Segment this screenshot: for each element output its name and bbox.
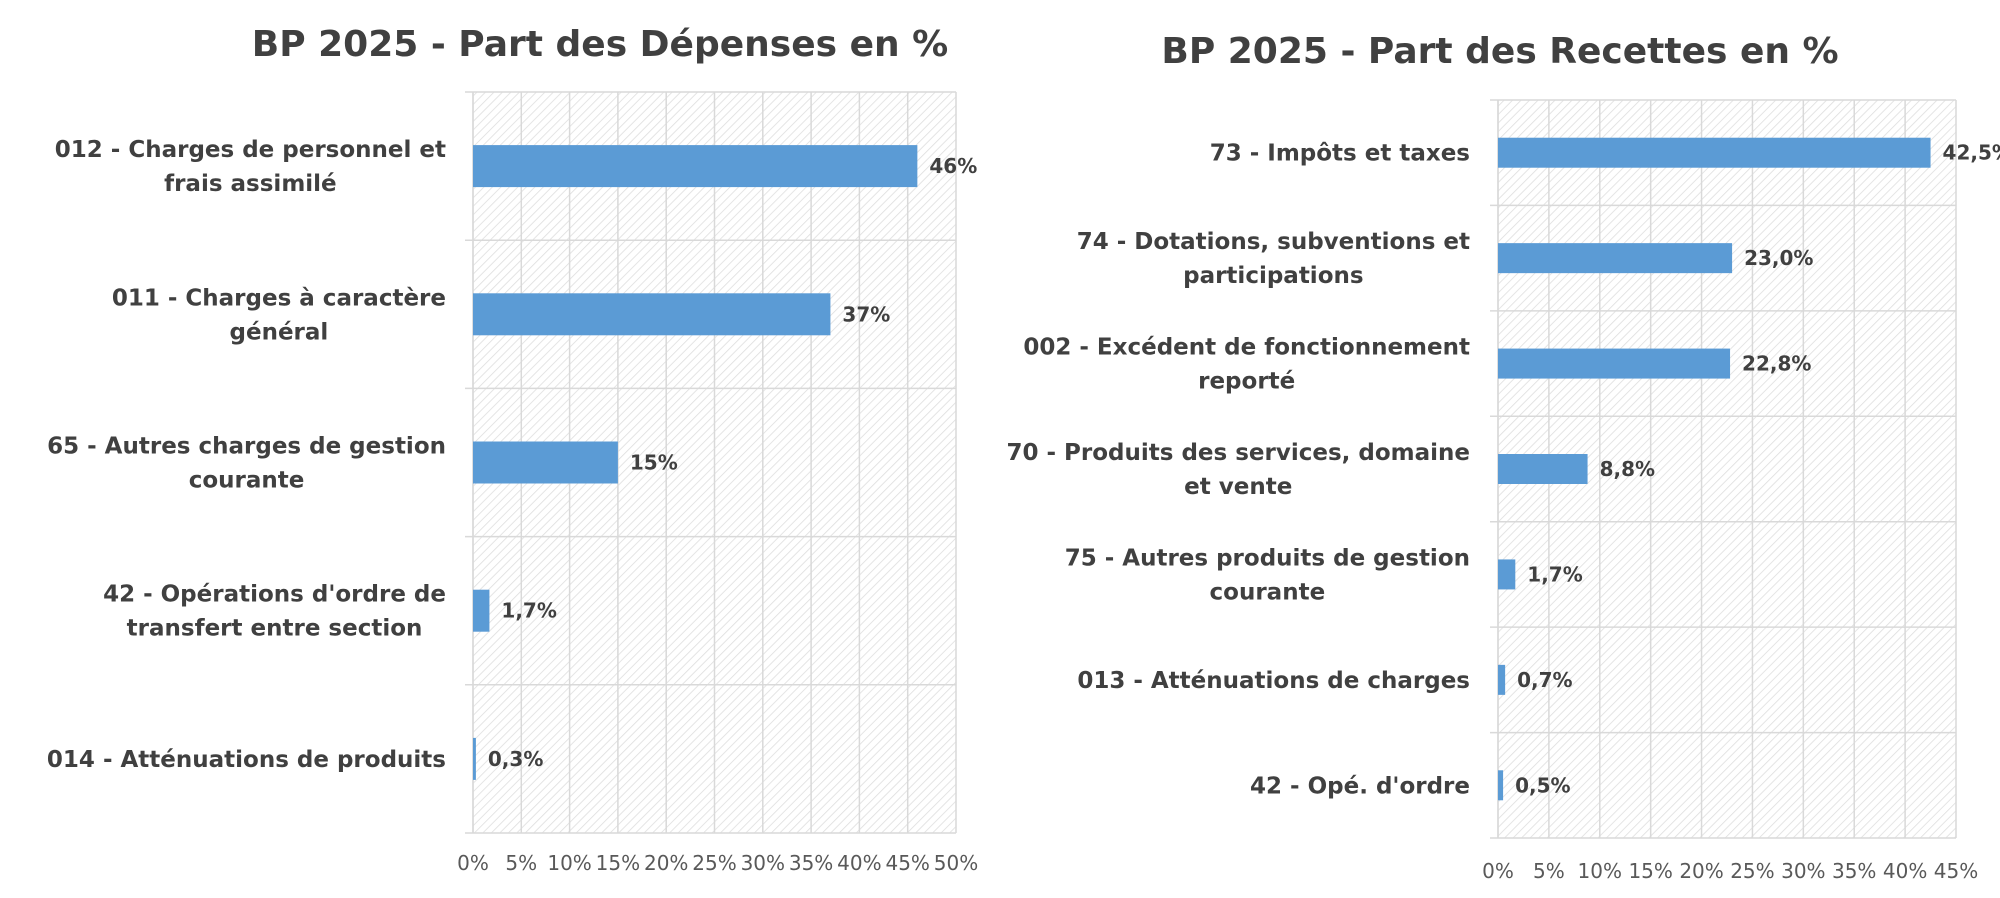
recettes-tick-label: 45%: [1934, 859, 1978, 883]
recettes-tick-label: 30%: [1781, 859, 1825, 883]
depenses-data-label: 1,7%: [501, 599, 556, 623]
depenses-tick-label: 40%: [837, 851, 881, 875]
depenses-tick-label: 15%: [596, 851, 640, 875]
depenses-category-label: 011 - Charges à caractère général: [112, 285, 446, 345]
recettes-data-label: 8,8%: [1600, 457, 1655, 481]
depenses-tick-label: 35%: [789, 851, 833, 875]
depenses-tick-label: 45%: [885, 851, 929, 875]
recettes-tick-label: 20%: [1679, 859, 1723, 883]
recettes-data-label: 42,5%: [1943, 141, 2000, 165]
recettes-category-label: 75 - Autres produits de gestion courante: [1065, 545, 1470, 605]
recettes-bar: [1498, 454, 1588, 484]
depenses-bar: [473, 589, 490, 632]
depenses-tick-label: 20%: [644, 851, 688, 875]
depenses-tick-label: 30%: [741, 851, 785, 875]
recettes-bar: [1498, 559, 1516, 590]
depenses-data-label: 46%: [929, 154, 977, 178]
recettes-data-label: 22,8%: [1742, 352, 1811, 376]
recettes-bar: [1498, 664, 1506, 695]
depenses-category-label: 65 - Autres charges de gestion courante: [47, 434, 446, 494]
recettes-bar: [1498, 348, 1731, 379]
recettes-category-label: 73 - Impôts et taxes: [1210, 141, 1470, 167]
depenses-category-label: 42 - Opérations d'ordre de transfert entr…: [103, 582, 446, 642]
depenses-bar: [473, 737, 476, 780]
recettes-category-label: 002 - Excédent de fonctionnement reporté: [1023, 335, 1470, 395]
depenses-bar: [473, 145, 918, 188]
recettes-tick-label: 5%: [1533, 859, 1565, 883]
depenses-data-label: 37%: [842, 302, 890, 326]
depenses-tick-label: 10%: [547, 851, 591, 875]
recettes-tick-label: 0%: [1482, 859, 1514, 883]
recettes-tick-label: 35%: [1832, 859, 1876, 883]
recettes-tick-label: 25%: [1730, 859, 1774, 883]
recettes-tick-label: 40%: [1883, 859, 1927, 883]
depenses-tick-label: 50%: [934, 851, 978, 875]
recettes-category-label: 42 - Opé. d'ordre: [1250, 773, 1470, 799]
depenses-tick-label: 0%: [457, 851, 489, 875]
depenses-bar: [473, 293, 831, 336]
recettes-bar: [1498, 770, 1504, 801]
recettes-tick-label: 10%: [1578, 859, 1622, 883]
recettes-data-label: 1,7%: [1527, 562, 1582, 586]
depenses-data-label: 0,3%: [488, 747, 543, 771]
recettes-data-label: 0,5%: [1515, 773, 1570, 797]
recettes-bar: [1498, 137, 1931, 168]
depenses-category-label: 014 - Atténuations de produits: [47, 747, 446, 773]
recettes-bar: [1498, 243, 1733, 274]
depenses-category-label: 012 - Charges de personnel et frais assim…: [55, 137, 446, 197]
depenses-bar: [473, 441, 618, 484]
depenses-data-label: 15%: [630, 451, 678, 475]
depenses-chart-title: BP 2025 - Part des Dépenses en %: [252, 24, 948, 65]
recettes-chart-title: BP 2025 - Part des Recettes en %: [1161, 31, 1838, 72]
recettes-tick-label: 15%: [1628, 859, 1672, 883]
recettes-category-label: 74 - Dotations, subventions et participat…: [1077, 229, 1470, 289]
recettes-data-label: 0,7%: [1517, 668, 1572, 692]
recettes-category-label: 70 - Produits des services, domaine et ve…: [1006, 440, 1470, 500]
depenses-tick-label: 5%: [505, 851, 537, 875]
recettes-chart: BP 2025 - Part des Recettes en %0% 5% 10% 1…: [1006, 31, 2000, 883]
recettes-category-label: 013 - Atténuations de charges: [1077, 668, 1470, 694]
depenses-tick-label: 25%: [692, 851, 736, 875]
recettes-data-label: 23,0%: [1744, 246, 1813, 270]
depenses-chart: BP 2025 - Part des Dépenses en %0% 5% 10% 1…: [47, 24, 978, 875]
